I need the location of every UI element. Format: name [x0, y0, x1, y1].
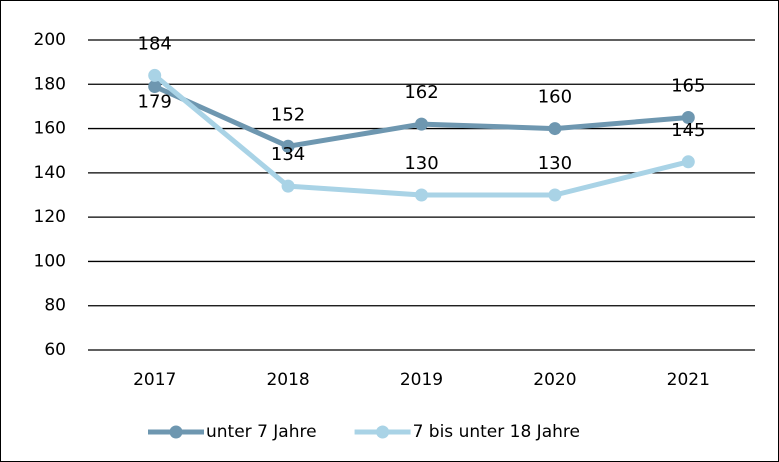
y-tick-label: 140: [34, 163, 66, 183]
data-point: [415, 117, 428, 131]
legend-marker: [169, 425, 183, 439]
data-label: 179: [138, 92, 172, 113]
legend-label: 7 bis unter 18 Jahre: [413, 422, 580, 442]
data-label: 184: [138, 33, 172, 54]
data-label: 130: [404, 153, 438, 174]
y-tick-label: 160: [34, 119, 66, 139]
data-label: 165: [671, 76, 705, 97]
x-tick-label: 2020: [533, 370, 576, 390]
data-point: [548, 122, 562, 136]
y-tick-label: 100: [34, 251, 66, 271]
data-point: [681, 111, 695, 124]
data-point: [148, 68, 162, 82]
data-label: 145: [671, 120, 705, 141]
data-label: 160: [538, 87, 572, 108]
x-tick-label: 2018: [266, 370, 309, 390]
data-point: [415, 188, 428, 202]
x-tick-label: 2019: [400, 370, 443, 390]
data-point: [681, 155, 695, 169]
y-tick-label: 60: [44, 340, 66, 360]
legend-label: unter 7 Jahre: [206, 422, 317, 442]
y-tick-label: 200: [34, 30, 66, 50]
data-point: [148, 80, 162, 93]
data-point: [548, 188, 562, 202]
data-label: 162: [404, 82, 438, 103]
x-tick-label: 2021: [667, 370, 710, 390]
legend-marker: [376, 425, 390, 439]
data-point: [281, 139, 295, 153]
y-tick-label: 180: [34, 74, 66, 94]
data-label: 152: [271, 104, 305, 125]
data-label: 134: [271, 144, 305, 165]
y-tick-label: 120: [34, 207, 66, 227]
x-tick-label: 2017: [133, 370, 176, 390]
data-label: 130: [538, 153, 572, 174]
data-point: [281, 179, 295, 193]
y-tick-label: 80: [44, 296, 66, 316]
